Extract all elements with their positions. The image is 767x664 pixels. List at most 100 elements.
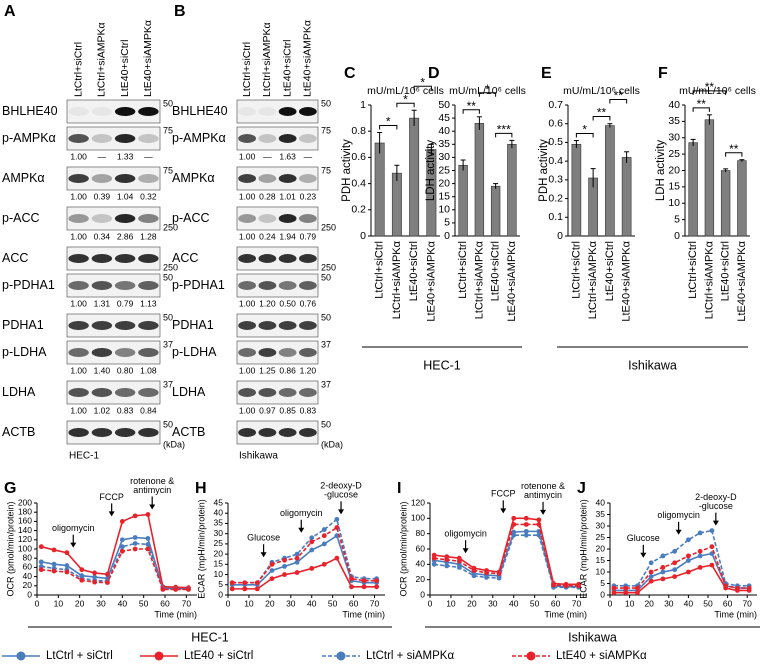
quantification: 1.02 <box>94 405 111 415</box>
y-tick-label: 15 <box>438 190 450 202</box>
y-tick-label: 200 <box>18 497 32 507</box>
data-point <box>511 515 517 521</box>
y-tick-label: 100 <box>411 513 425 523</box>
data-point <box>635 585 640 591</box>
category-label: LtE40+siAMPKα <box>506 240 518 321</box>
blot-strip <box>66 380 161 405</box>
legend-marker <box>336 651 346 661</box>
y-tick-label: 0.2 <box>351 204 366 216</box>
band <box>238 321 257 330</box>
data-point <box>145 536 151 541</box>
x-tick-label: 50 <box>703 598 713 608</box>
arrow-head <box>640 552 647 558</box>
blot-strip <box>66 246 161 271</box>
band <box>114 348 136 357</box>
data-point <box>294 551 300 557</box>
data-point <box>672 548 678 554</box>
unit-label: mU/mL/10⁶ cells <box>563 85 640 97</box>
significance: ** <box>467 99 477 113</box>
band <box>138 281 159 290</box>
band <box>238 107 257 116</box>
data-point <box>431 555 437 561</box>
quantification: 0.24 <box>259 231 276 241</box>
data-point <box>648 560 654 566</box>
x-tick-label: 10 <box>244 598 254 608</box>
protein-label: p-PDHA1 <box>2 278 55 292</box>
category-label: LtCtrl+siAMPKα <box>391 240 403 319</box>
data-point <box>536 517 542 523</box>
quantification: 0.79 <box>117 298 134 308</box>
y-tick-label: 80 <box>416 528 426 538</box>
y-tick-label: 120 <box>18 534 32 544</box>
blot-strip <box>236 246 319 271</box>
protein-label: p-AMPKα <box>2 131 56 145</box>
x-axis-title: Time (min) <box>342 609 385 619</box>
y-tick-label: 40 <box>668 99 680 111</box>
series-line <box>613 545 750 589</box>
bar <box>571 144 582 237</box>
y-tick-label: 0 <box>557 230 563 242</box>
x-tick-label: 40 <box>307 598 317 608</box>
data-point <box>334 525 340 530</box>
y-tick-label: 0.6 <box>548 117 563 129</box>
protein-label: BHLHE40 <box>2 104 58 118</box>
lane-label: LtCtrl+siAMPKα <box>96 22 108 97</box>
band <box>138 321 159 330</box>
x-tick-label: 0 <box>35 598 40 608</box>
band <box>68 388 89 397</box>
band <box>298 281 317 290</box>
size-marker: 50 <box>163 419 173 429</box>
data-point <box>635 590 640 596</box>
band <box>138 348 159 357</box>
y-tick-label: 15 <box>214 559 224 569</box>
y-tick-label: 60 <box>23 562 33 572</box>
band <box>278 107 297 116</box>
blot-strip <box>66 340 161 365</box>
legend-marker <box>16 651 26 661</box>
data-point <box>145 542 151 547</box>
band <box>138 214 159 223</box>
data-point <box>686 537 691 543</box>
category-label: LtE40+siCtrl <box>720 241 732 301</box>
y-tick-label: 0.7 <box>548 99 563 111</box>
band <box>298 348 317 357</box>
data-point <box>672 567 678 573</box>
quantification: 1.00 <box>239 151 256 161</box>
quantification: — <box>98 151 107 161</box>
data-point <box>321 533 327 539</box>
y-tick-label: 10 <box>668 197 680 209</box>
series-line <box>41 548 189 591</box>
y-tick-label: 0.4 <box>548 155 563 167</box>
data-point <box>523 515 529 521</box>
injection-label: rotenone & <box>130 476 174 486</box>
category-label: LtE40+siAMPKα <box>425 240 437 321</box>
x-tick-label: 0 <box>428 598 433 608</box>
data-point <box>119 544 125 550</box>
legend-marker <box>526 651 536 661</box>
panel-letter: A <box>4 3 16 20</box>
y-tick-label: 0 <box>600 589 605 599</box>
data-point <box>132 513 138 519</box>
protein-label: p-AMPKα <box>172 131 226 145</box>
injection-label: Glucose <box>247 533 280 543</box>
bar <box>688 142 698 237</box>
band <box>238 388 257 397</box>
bar <box>507 144 517 237</box>
band <box>91 281 113 290</box>
band <box>91 428 113 437</box>
y-tick-label: 140 <box>18 525 32 535</box>
band <box>138 174 159 183</box>
significance: ** <box>614 89 624 103</box>
arrow-head <box>108 511 115 517</box>
band <box>238 174 257 183</box>
legend-label: LtCtrl + siCtrl <box>46 650 113 662</box>
significance: * <box>386 115 391 129</box>
band <box>91 388 113 397</box>
quantification: 1.08 <box>140 365 157 375</box>
category-label: LtE40+siAMPKα <box>736 240 748 321</box>
y-tick-label: 25 <box>214 538 224 548</box>
quantification: 1.00 <box>70 191 87 201</box>
blot-strip <box>236 126 319 151</box>
y-tick-label: 0 <box>27 589 32 599</box>
